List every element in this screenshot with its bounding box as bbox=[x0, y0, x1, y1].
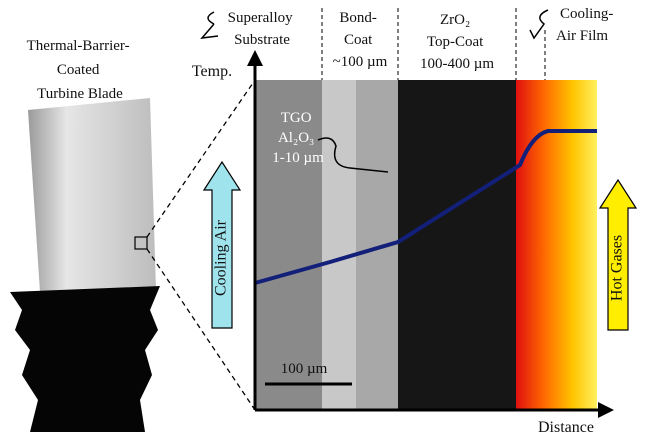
label-line: Coated bbox=[57, 62, 100, 78]
blade-label: Thermal-Barrier- Coated Turbine Blade bbox=[27, 38, 134, 102]
label-line: Turbine Blade bbox=[37, 86, 123, 102]
label-line: Coat bbox=[344, 32, 373, 48]
label-line: Bond- bbox=[339, 10, 377, 26]
label-line: 100-400 µm bbox=[420, 56, 494, 72]
x-axis-arrow bbox=[598, 402, 614, 418]
label-line: TGO bbox=[281, 110, 312, 126]
top-coat-label: ZrO₂ Top-Coat 100-400 µm bbox=[420, 12, 494, 72]
substrate-label: Superalloy Substrate bbox=[228, 10, 297, 48]
label-line: 1-10 µm bbox=[272, 150, 324, 166]
label-line: Al₂O₃ bbox=[278, 130, 314, 146]
label-line: Thermal-Barrier- bbox=[27, 38, 130, 54]
cooling-air-label: Cooling Air bbox=[213, 219, 230, 296]
label-line: ~100 µm bbox=[333, 54, 388, 70]
hot-gases-label: Hot Gases bbox=[609, 235, 626, 301]
label-line: Cooling- bbox=[560, 6, 613, 22]
label-line: Substrate bbox=[234, 32, 290, 48]
film-label: Cooling- Air Film bbox=[556, 6, 617, 44]
label-line: Top-Coat bbox=[427, 34, 484, 50]
y-axis-arrow bbox=[247, 50, 263, 66]
substrate-pointer bbox=[202, 12, 218, 38]
scale-bar-label: 100 µm bbox=[281, 361, 328, 377]
figure: Thermal-Barrier- Coated Turbine Blade Su… bbox=[0, 0, 647, 441]
label-line: Superalloy bbox=[228, 10, 293, 26]
bond-coat-label: Bond- Coat ~100 µm bbox=[333, 10, 388, 70]
y-axis-label: Temp. bbox=[192, 63, 232, 80]
label-line: Air Film bbox=[556, 28, 608, 44]
label-line: ZrO₂ bbox=[440, 12, 470, 28]
x-axis-label: Distance bbox=[538, 419, 594, 436]
